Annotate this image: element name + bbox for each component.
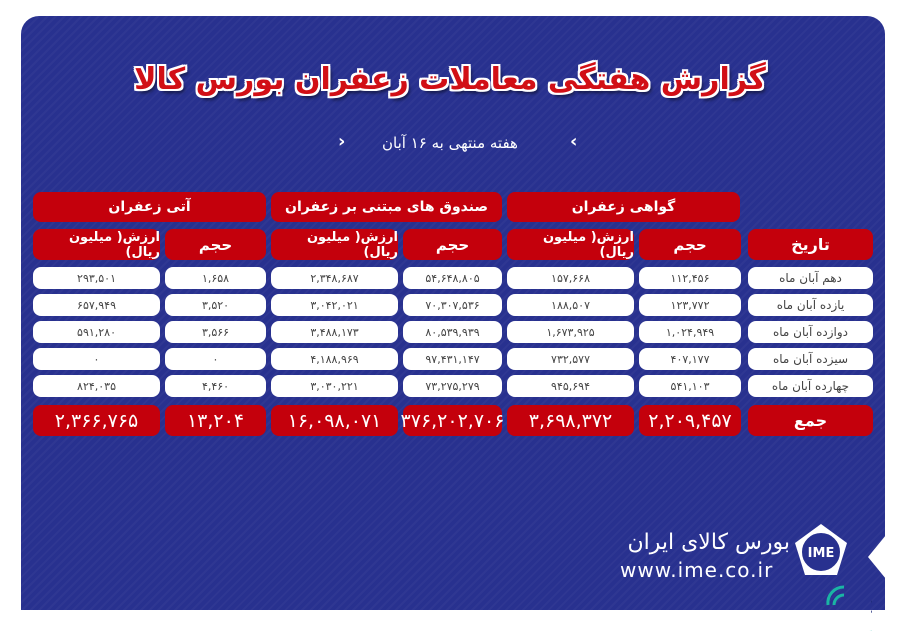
table-cell: ۴۰۷,۱۷۷ <box>639 348 741 370</box>
svg-text:کالا: کالا <box>870 597 872 618</box>
table-cell: ۶۵۷,۹۴۹ <box>33 294 160 316</box>
table-cell: ۹۷,۴۳۱,۱۴۷ <box>403 348 502 370</box>
table-cell: ۱,۰۲۴,۹۴۹ <box>639 321 741 343</box>
column-header-value: ارزش( میلیون ریال) <box>271 229 398 260</box>
kala-khabar-logo: کالا خبر <box>826 585 872 631</box>
column-header-volume: حجم <box>403 229 502 260</box>
group-header: گواهی زعفران <box>507 192 740 222</box>
row-date: دهم آبان ماه <box>748 267 873 289</box>
page-subtitle: هفته منتهی به ۱۶ آبان <box>382 134 518 152</box>
table-cell: ۷۳,۲۷۵,۲۷۹ <box>403 375 502 397</box>
row-date: سیزده آبان ماه <box>748 348 873 370</box>
table-cell: ۱۲۳,۷۷۲ <box>639 294 741 316</box>
total-cell: ۱۳,۲۰۴ <box>165 405 266 436</box>
table-cell: ۱۵۷,۶۶۸ <box>507 267 634 289</box>
row-date: دوازده آبان ماه <box>748 321 873 343</box>
table-cell: ۰ <box>165 348 266 370</box>
column-header-value: ارزش( میلیون ریال) <box>33 229 160 260</box>
ime-logo: IME <box>795 524 847 575</box>
row-date: یازده آبان ماه <box>748 294 873 316</box>
group-header: صندوق های مبتنی بر زعفران <box>271 192 502 222</box>
table-cell: ۱۱۲,۴۵۶ <box>639 267 741 289</box>
chevron-right-icon: › <box>338 131 346 152</box>
table-cell: ۱,۶۷۳,۹۲۵ <box>507 321 634 343</box>
page-title: گزارش هفتگی معاملات زعفران بورس کالا <box>134 62 766 97</box>
total-label: جمع <box>748 405 873 436</box>
table-cell: ۱,۶۵۸ <box>165 267 266 289</box>
total-cell: ۲,۲۰۹,۴۵۷ <box>639 405 741 436</box>
table-cell: ۸۰,۵۳۹,۹۳۹ <box>403 321 502 343</box>
table-cell: ۵۴۱,۱۰۳ <box>639 375 741 397</box>
svg-text:خبر: خبر <box>869 614 872 631</box>
column-header-date: تاریخ <box>748 229 873 260</box>
table-cell: ۵۹۱,۲۸۰ <box>33 321 160 343</box>
group-header: آتی زعفران <box>33 192 266 222</box>
table-cell: ۳,۵۶۶ <box>165 321 266 343</box>
table-cell: ۸۲۴,۰۳۵ <box>33 375 160 397</box>
table-cell: ۲۹۳,۵۰۱ <box>33 267 160 289</box>
chevron-left-icon: ‹ <box>570 131 578 152</box>
total-cell: ۳۷۶,۲۰۲,۷۰۶ <box>401 405 504 436</box>
table-cell: ۳,۰۴۲,۰۲۱ <box>271 294 398 316</box>
brand-name: بورس کالای ایران <box>627 530 790 555</box>
total-cell: ۱۶,۰۹۸,۰۷۱ <box>271 405 398 436</box>
row-date: چهارده آبان ماه <box>748 375 873 397</box>
table-cell: ۷۳۲,۵۷۷ <box>507 348 634 370</box>
column-header-volume: حجم <box>639 229 741 260</box>
table-cell: ۳,۴۸۸,۱۷۳ <box>271 321 398 343</box>
table-cell: ۱۸۸,۵۰۷ <box>507 294 634 316</box>
panel-notch <box>868 535 886 579</box>
table-cell: ۲,۳۴۸,۶۸۷ <box>271 267 398 289</box>
column-header-volume: حجم <box>165 229 266 260</box>
table-cell: ۳,۰۳۰,۲۲۱ <box>271 375 398 397</box>
total-cell: ۲,۳۶۶,۷۶۵ <box>33 405 160 436</box>
table-cell: ۰ <box>33 348 160 370</box>
table-cell: ۹۴۵,۶۹۴ <box>507 375 634 397</box>
column-header-value: ارزش( میلیون ریال) <box>507 229 634 260</box>
table-cell: ۴,۱۸۸,۹۶۹ <box>271 348 398 370</box>
table-cell: ۷۰,۳۰۷,۵۳۶ <box>403 294 502 316</box>
table-cell: ۳,۵۲۰ <box>165 294 266 316</box>
total-cell: ۳,۶۹۸,۳۷۲ <box>507 405 634 436</box>
svg-text:IME: IME <box>808 546 835 561</box>
brand-url[interactable]: www.ime.co.ir <box>620 558 774 582</box>
table-cell: ۵۴,۶۴۸,۸۰۵ <box>403 267 502 289</box>
table-cell: ۴,۴۶۰ <box>165 375 266 397</box>
